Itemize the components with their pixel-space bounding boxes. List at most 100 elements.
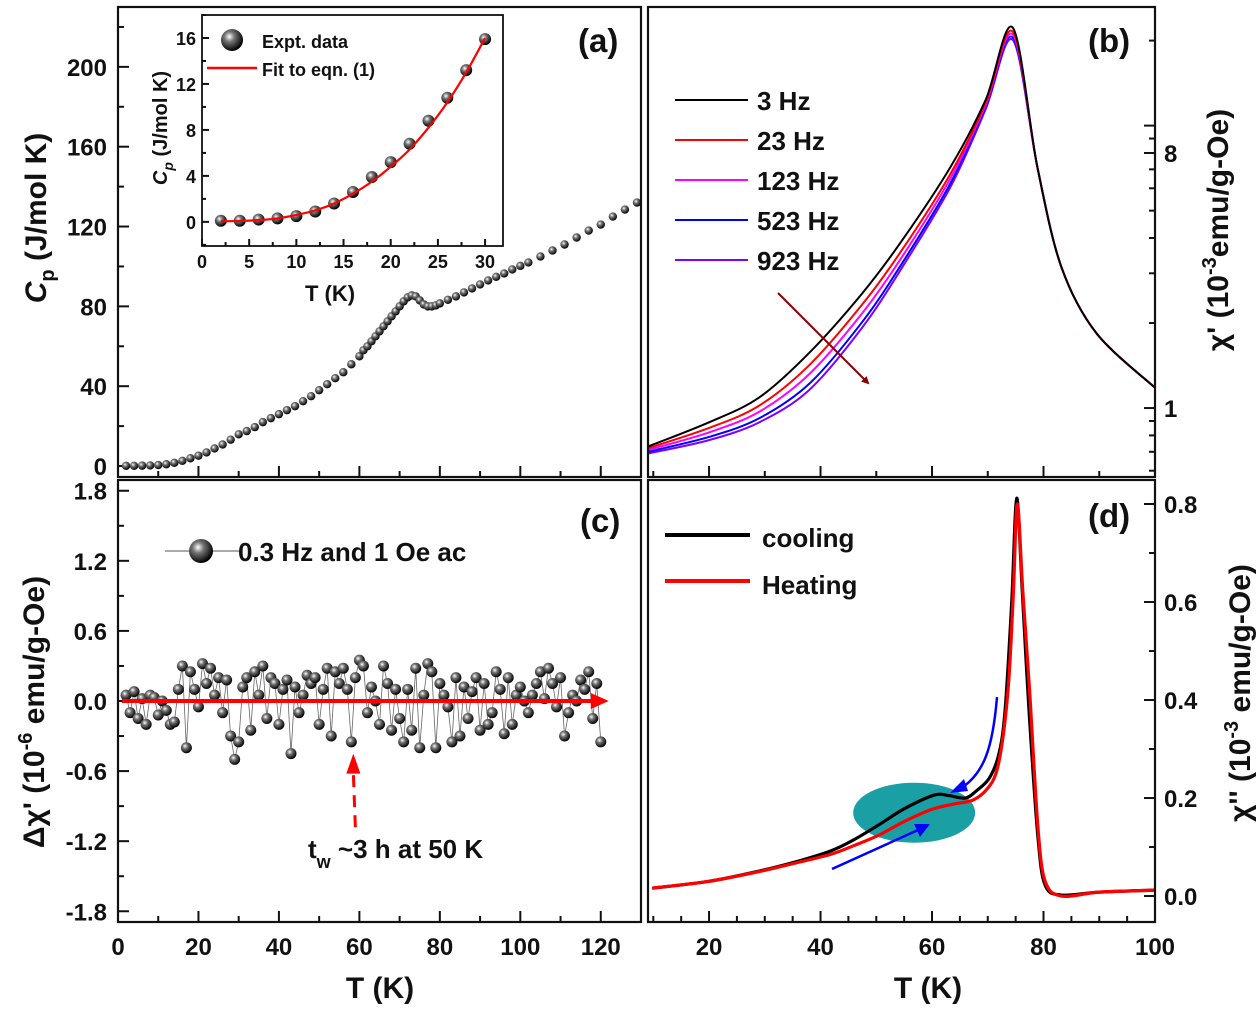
delta-chi-data-point	[374, 718, 385, 730]
legend-label-123hz: 123 Hz	[757, 166, 839, 196]
delta-chi-data-point	[555, 672, 567, 684]
cp-data-point	[266, 413, 276, 423]
y-tick-label-c: 0.6	[74, 619, 107, 646]
x-tick-label-d: 100	[1135, 934, 1175, 961]
y-title-pre: (10	[1224, 739, 1257, 791]
delta-chi-data-point	[281, 674, 293, 686]
cp-data-point	[170, 458, 179, 468]
y-tick-label-c: -1.2	[66, 829, 107, 856]
y-tick-label-b: 8	[1164, 141, 1177, 168]
delta-chi-data-point	[201, 677, 213, 689]
delta-chi-data-point	[575, 674, 587, 686]
y-axis-title-a: Cp (J/mol K)	[20, 133, 59, 304]
cp-data-point	[508, 265, 517, 274]
legend-label-523hz: 523 Hz	[757, 206, 839, 236]
delta-chi-data-point	[229, 753, 241, 765]
delta-chi-data-point	[293, 707, 305, 719]
delta-chi-data-point	[530, 677, 542, 689]
delta-chi-data-point	[559, 730, 571, 742]
y-title-main: C	[150, 170, 172, 185]
x-tick-label-c: 100	[500, 934, 540, 961]
delta-chi-data-point	[583, 666, 595, 678]
delta-chi-data-point	[313, 718, 325, 730]
annotation-main: t	[308, 834, 317, 864]
delta-chi-data-point	[450, 672, 462, 684]
delta-chi-data-point	[365, 681, 377, 693]
delta-chi-data-point	[414, 742, 426, 754]
cp-data-point	[194, 451, 203, 460]
delta-chi-data-point	[579, 683, 591, 695]
delta-chi-data-point	[124, 707, 136, 719]
inset-x-tick-label: 25	[428, 252, 448, 272]
cp-data-point	[210, 444, 219, 453]
frequency-trend-arrow	[777, 292, 870, 385]
delta-chi-data-point	[325, 730, 337, 742]
cooling-arrowhead	[950, 779, 968, 793]
cp-data-point	[242, 426, 251, 436]
delta-chi-data-point	[382, 677, 394, 689]
delta-chi-data-point	[152, 709, 164, 721]
cp-data-point	[154, 460, 163, 470]
chi-prime-curve-523hz	[647, 35, 1156, 453]
cp-data-point	[323, 379, 332, 389]
y-axis-title-d: χ'' (10-3 emu/g-Oe)	[1221, 564, 1257, 822]
x-tick-label-d: 40	[807, 934, 834, 961]
cp-data-point	[355, 352, 364, 361]
delta-chi-data-point	[510, 689, 522, 701]
y-title-main: χ''	[1224, 790, 1257, 822]
delta-chi-data-point	[386, 724, 398, 736]
delta-chi-data-point	[551, 701, 563, 713]
delta-chi-data-point	[378, 660, 390, 672]
chi-prime-curve-923hz	[647, 38, 1156, 455]
y-tick-label-a: 200	[67, 55, 107, 82]
inset-legend-ball-marker	[221, 29, 243, 51]
annotation-tw: tw ~3 h at 50 K	[308, 834, 483, 872]
panel-label-d: (d)	[1088, 497, 1130, 534]
delta-chi-data-point	[506, 718, 518, 730]
cp-data-point	[584, 226, 593, 235]
inset-data-point	[290, 210, 303, 223]
y-title-rest: emu/g-Oe)	[1202, 109, 1235, 257]
delta-chi-data-point	[188, 683, 200, 695]
y-axis-title-b: χ' (10-3emu/g-Oe)	[1199, 109, 1235, 351]
y-tick-label-c: 1.2	[74, 549, 107, 576]
delta-chi-data-point	[526, 689, 538, 701]
delta-chi-data-point	[249, 666, 261, 678]
x-tick-label-c: 20	[185, 934, 212, 961]
delta-chi-data-point	[176, 660, 188, 672]
x-tick-label-c: 60	[346, 934, 373, 961]
cooling-direction-arrow	[957, 696, 999, 792]
delta-chi-data-point	[442, 701, 454, 713]
delta-chi-data-point	[269, 677, 281, 689]
delta-chi-data-point	[486, 707, 498, 719]
cp-data-point	[536, 252, 545, 261]
delta-chi-data-point	[168, 716, 180, 728]
inset-x-tick-label: 0	[197, 252, 207, 272]
delta-chi-data-point	[289, 681, 301, 693]
inset-x-tick-label: 30	[475, 252, 495, 272]
inset-legend: Expt. data Fit to eqn. (1)	[207, 29, 375, 80]
y-tick-label-c: 1.8	[74, 479, 107, 506]
y-title-sub: p	[160, 162, 176, 172]
delta-chi-data-point	[257, 660, 269, 672]
inset-frame	[201, 14, 504, 247]
delta-chi-data-point	[418, 689, 430, 701]
annotation-sub: w	[316, 852, 332, 872]
delta-chi-data-point	[595, 736, 607, 748]
delta-chi-data-point	[394, 713, 406, 725]
cp-data-point	[620, 205, 630, 214]
cp-data-point	[274, 409, 284, 419]
inset-y-tick-label: 0	[186, 213, 196, 233]
delta-chi-data-point	[410, 662, 422, 674]
delta-chi-data-point	[426, 666, 438, 678]
y-axis-title-c: Δχ' (10-6 emu/g-Oe)	[15, 576, 51, 848]
delta-chi-data-point	[277, 683, 289, 695]
cp-data-point	[516, 261, 525, 271]
delta-chi-data-point	[172, 683, 184, 695]
inset-y-tick-label: 16	[176, 29, 196, 49]
delta-chi-data-point	[522, 707, 534, 719]
inset-x-tick-label: 15	[334, 252, 354, 272]
x-tick-label-c: 120	[581, 934, 621, 961]
panel-label-b: (b)	[1088, 22, 1130, 59]
